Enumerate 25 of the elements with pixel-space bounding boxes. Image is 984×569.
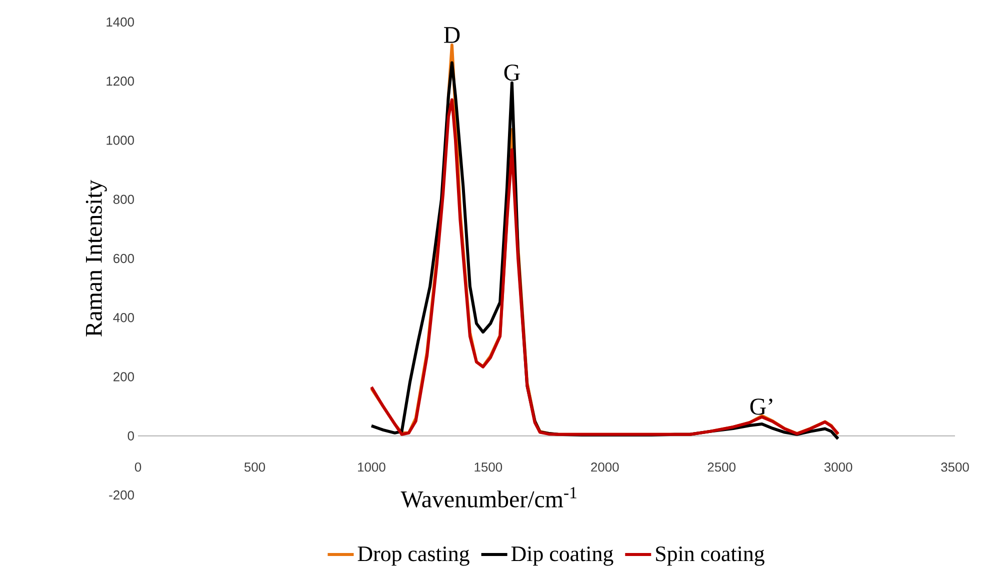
y-tick-label: 0 xyxy=(128,431,134,440)
y-axis-title: Raman Intensity xyxy=(86,180,107,336)
annotation: D xyxy=(444,27,460,43)
annotation: G xyxy=(504,64,520,81)
annotation: G’ xyxy=(750,398,772,415)
x-tick-label: 2000 xyxy=(591,462,619,472)
x-tick-label: 500 xyxy=(244,462,266,472)
y-tick-label: 1200 xyxy=(106,76,134,86)
y-tick-label: 1400 xyxy=(106,17,134,27)
y-tick-label: 1000 xyxy=(106,136,134,145)
y-tick-label: 400 xyxy=(113,313,134,322)
x-axis-title: Wavenumber/cm$^{-1}$ xyxy=(400,487,576,508)
x-tick-label: 1000 xyxy=(358,462,386,472)
y-tick-label: 600 xyxy=(114,254,134,264)
x-tick-label: 3500 xyxy=(941,462,969,472)
x-tick-label: 2500 xyxy=(708,462,736,472)
legend-label: Spin coating xyxy=(656,546,764,566)
legend-label: Drop casting xyxy=(358,546,470,566)
x-tick-label: 3000 xyxy=(824,462,852,472)
y-tick-label: 200 xyxy=(114,372,134,382)
x-tick-label: 0 xyxy=(134,462,142,472)
x-tick-label: 1500 xyxy=(474,462,502,472)
y-tick-label: -200 xyxy=(109,490,134,500)
legend-label: Dip coating xyxy=(511,546,614,566)
y-tick-label: 800 xyxy=(113,194,134,204)
